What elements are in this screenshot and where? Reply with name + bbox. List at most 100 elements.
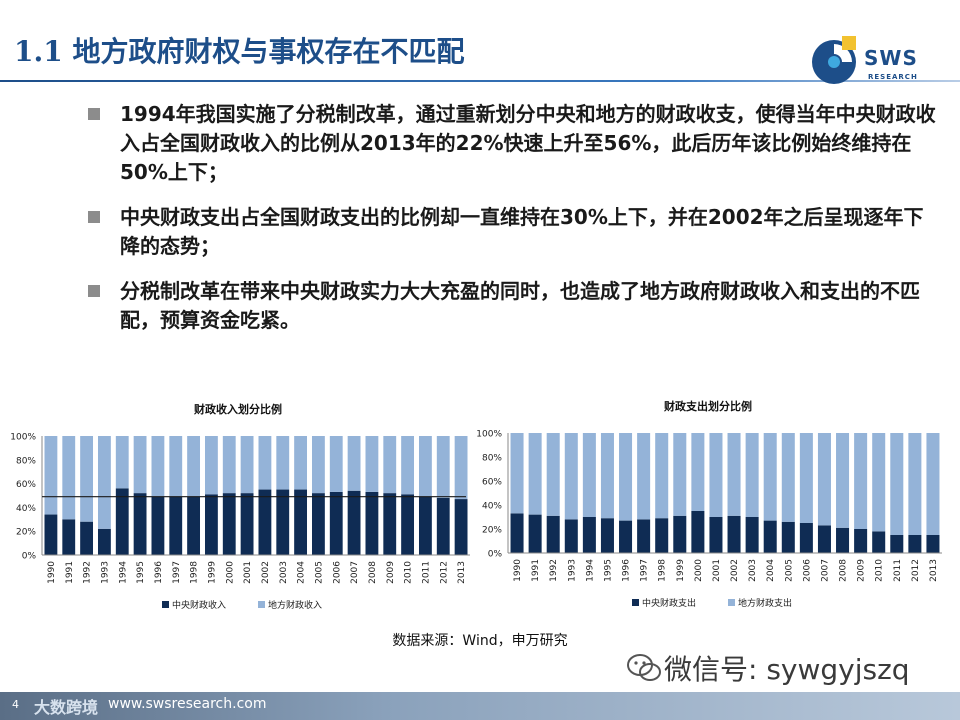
x-tick-label: 2000 <box>694 559 704 582</box>
bar-地方财政支出-1990 <box>510 433 524 514</box>
bullet-list: 1994年我国实施了分税制改革，通过重新划分中央和地方的财政收支，使得当年中央财… <box>88 100 948 351</box>
x-tick-label: 2004 <box>297 561 307 584</box>
y-tick-label: 80% <box>16 456 36 466</box>
bar-中央财政支出-1999 <box>673 515 687 553</box>
bullet-text: 中央财政支出占全国财政支出的比例却一直维持在30%上下，并在2002年之后呈现逐… <box>120 205 924 258</box>
x-tick-label: 2013 <box>929 559 939 582</box>
x-tick-label: 1999 <box>207 561 217 584</box>
footer-bar <box>0 692 960 720</box>
logo-sub: RESEARCH <box>868 73 918 81</box>
x-tick-label: 2003 <box>279 561 289 584</box>
bar-中央财政收入-2012 <box>436 497 450 555</box>
bar-中央财政支出-2004 <box>763 520 777 553</box>
bar-地方财政支出-2010 <box>872 433 886 532</box>
bar-地方财政支出-1996 <box>619 433 633 521</box>
bullet-text: 1994年我国实施了分税制改革，通过重新划分中央和地方的财政收支，使得当年中央财… <box>120 102 936 184</box>
bar-地方财政收入-2013 <box>454 436 468 500</box>
bar-中央财政收入-2001 <box>240 493 254 555</box>
bar-中央财政支出-2003 <box>745 517 759 553</box>
x-tick-label: 1996 <box>622 559 632 582</box>
bar-中央财政收入-2004 <box>294 489 308 555</box>
bar-地方财政支出-1997 <box>637 433 651 520</box>
x-tick-label: 2010 <box>875 559 885 582</box>
bar-地方财政收入-1992 <box>80 436 94 522</box>
x-tick-label: 2012 <box>911 559 921 582</box>
bar-中央财政支出-2009 <box>854 529 868 553</box>
chart-title: 财政收入划分比例 <box>193 402 282 416</box>
legend-label: 地方财政收入 <box>268 599 322 611</box>
x-tick-label: 2013 <box>457 561 467 584</box>
bar-中央财政收入-1995 <box>133 493 147 555</box>
bar-中央财政支出-1996 <box>619 520 633 553</box>
bar-地方财政收入-2006 <box>329 436 343 492</box>
bar-中央财政支出-2001 <box>709 517 723 553</box>
bar-地方财政支出-2000 <box>691 433 705 511</box>
bar-中央财政支出-1997 <box>637 519 651 553</box>
bar-中央财政支出-2011 <box>890 535 904 553</box>
bar-中央财政支出-1990 <box>510 513 524 553</box>
page-title: 1.1 地方政府财权与事权存在不匹配 <box>14 35 465 68</box>
x-tick-label: 2005 <box>784 559 794 582</box>
x-tick-label: 2006 <box>802 559 812 582</box>
wechat-id: 微信号: sywgyjszq <box>664 653 910 686</box>
bar-中央财政收入-2010 <box>401 494 415 555</box>
bar-中央财政收入-2007 <box>347 490 361 555</box>
x-tick-label: 1990 <box>47 561 57 584</box>
x-tick-label: 2004 <box>766 559 776 582</box>
footer-url[interactable]: www.swsresearch.com <box>108 696 267 712</box>
x-tick-label: 2000 <box>225 561 235 584</box>
logo-name: SWS <box>864 46 918 70</box>
x-tick-label: 2002 <box>261 561 271 584</box>
bar-中央财政收入-2005 <box>311 493 325 555</box>
revenue-chart: 财政收入划分比例 0% 20% 40% 60% 80% 100% 1990 1991 1992 19… <box>10 402 470 611</box>
bar-中央财政收入-2003 <box>276 489 290 555</box>
bar-中央财政收入-2006 <box>329 491 343 555</box>
x-tick-label: 2005 <box>314 561 324 584</box>
bar-地方财政支出-1999 <box>673 433 687 516</box>
bar-中央财政支出-1995 <box>600 518 614 553</box>
bar-地方财政支出-2006 <box>799 433 813 523</box>
bar-地方财政收入-1996 <box>151 436 165 497</box>
bar-地方财政收入-1999 <box>204 436 218 495</box>
bar-地方财政收入-2000 <box>222 436 236 494</box>
bar-中央财政支出-1998 <box>655 518 669 553</box>
bar-中央财政收入-2008 <box>365 491 379 555</box>
bar-中央财政收入-2000 <box>222 493 236 555</box>
bar-地方财政收入-1994 <box>115 436 129 489</box>
bar-中央财政支出-2010 <box>872 531 886 553</box>
bar-地方财政收入-2003 <box>276 436 290 490</box>
bar-中央财政支出-2000 <box>691 511 705 553</box>
bar-地方财政收入-1990 <box>44 436 58 515</box>
x-tick-label: 1998 <box>190 561 200 584</box>
x-tick-label: 1997 <box>172 561 182 584</box>
bullet-text: 分税制改革在带来中央财政实力大大充盈的同时，也造成了地方政府财政收入和支出的不匹… <box>120 279 920 332</box>
bar-中央财政收入-2009 <box>383 493 397 555</box>
bar-中央财政支出-1991 <box>528 514 542 553</box>
bar-中央财政支出-1992 <box>546 515 560 553</box>
bar-地方财政收入-2002 <box>258 436 272 490</box>
bar-地方财政收入-2004 <box>294 436 308 490</box>
bar-地方财政收入-2008 <box>365 436 379 492</box>
x-tick-label: 1993 <box>567 559 577 582</box>
x-tick-label: 1996 <box>154 561 164 584</box>
bar-中央财政支出-2012 <box>908 535 922 553</box>
bar-中央财政收入-1991 <box>62 519 76 555</box>
x-tick-label: 2012 <box>439 561 449 584</box>
bullet-square-icon <box>88 211 100 223</box>
legend-swatch <box>258 601 265 608</box>
sws-logo-icon <box>812 36 856 84</box>
wechat-icon <box>627 654 661 681</box>
x-tick-label: 2007 <box>350 561 360 584</box>
x-tick-label: 2001 <box>712 559 722 582</box>
legend-swatch <box>632 599 639 606</box>
legend-swatch <box>162 601 169 608</box>
bar-地方财政收入-1998 <box>187 436 201 497</box>
bar-中央财政收入-1990 <box>44 514 58 555</box>
y-tick-label: 0% <box>22 552 37 562</box>
x-tick-label: 2007 <box>820 559 830 582</box>
bar-地方财政收入-1997 <box>169 436 183 497</box>
x-tick-label: 1998 <box>658 559 668 582</box>
x-tick-label: 2001 <box>243 561 253 584</box>
expenditure-chart: 财政支出划分比例 0% 20% 40% 60% 80% 100% 1990 1991 1992 19… <box>476 399 942 609</box>
x-tick-label: 1994 <box>585 559 595 582</box>
